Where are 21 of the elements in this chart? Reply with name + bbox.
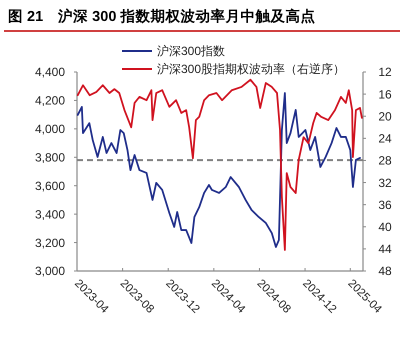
y-tick-label: 4,000 — [34, 122, 66, 136]
y-tick-label: 3,000 — [34, 264, 66, 278]
y2-tick-label: 16 — [378, 87, 392, 102]
chart-title: 图 21 沪深 300 指数期权波动率月中触及高点 — [8, 7, 316, 25]
y-tick-label: 3,800 — [34, 150, 66, 164]
y-tick-label: 3,400 — [34, 207, 66, 222]
y2-tick-label: 40 — [378, 220, 392, 234]
y2-tick-label: 12 — [378, 65, 392, 80]
y2-tick-label: 36 — [378, 198, 392, 212]
y-tick-label: 3,200 — [34, 236, 66, 250]
y-tick-label: 4,200 — [34, 94, 66, 108]
y2-tick-label: 32 — [378, 176, 392, 190]
y2-tick-label: 44 — [378, 242, 392, 256]
y2-tick-label: 24 — [378, 132, 392, 146]
y-tick-label: 3,600 — [34, 178, 66, 193]
y2-tick-label: 28 — [378, 154, 392, 168]
legend-label: 沪深300股指期权波动率（右逆序） — [157, 62, 346, 76]
y-tick-label: 4,400 — [34, 65, 66, 80]
y2-tick-label: 48 — [378, 264, 392, 278]
y2-tick-label: 20 — [378, 109, 392, 124]
legend-label: 沪深300指数 — [157, 44, 226, 58]
